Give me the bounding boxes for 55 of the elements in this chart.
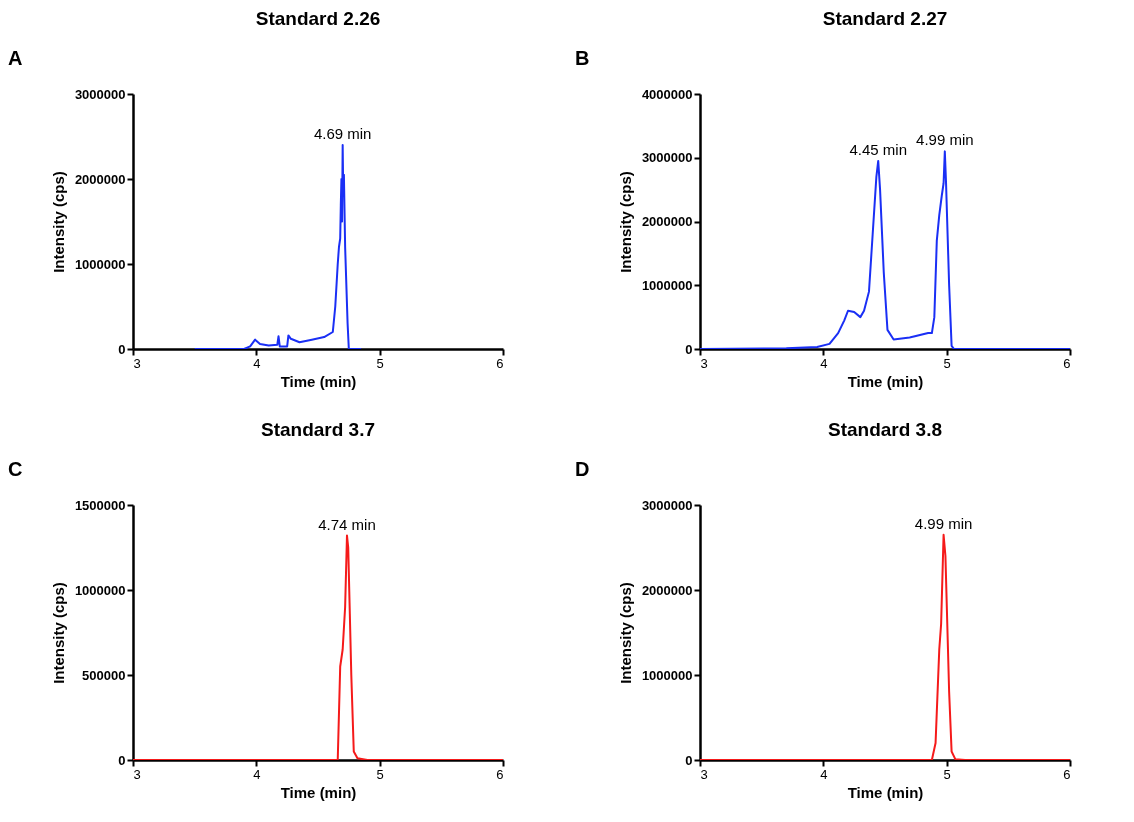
x-tick-label: 4 — [253, 355, 261, 371]
annotation: 4.74 min — [318, 515, 376, 533]
text: A — [8, 47, 23, 69]
x-tick-label: 4 — [253, 766, 261, 782]
y-axis-title: Intensity (cps) — [49, 171, 67, 273]
x-tick-label: 5 — [943, 766, 951, 782]
y-tick-label: 2000000 — [641, 582, 693, 598]
y-tick-label: 500000 — [82, 667, 126, 683]
annotation: 4.45 min — [849, 140, 907, 158]
x-tick-label: 5 — [376, 766, 384, 782]
chart-title: Standard 2.26 — [255, 8, 381, 29]
x-tick-label: 3 — [700, 355, 708, 371]
y-tick-label: 1000000 — [74, 256, 126, 272]
x-tick-label: 6 — [1063, 766, 1071, 782]
x-tick-label: 4 — [820, 355, 828, 371]
x-axis-title: Time (min) — [847, 783, 924, 801]
y-tick-label: 0 — [685, 341, 693, 357]
y-tick-label: 3000000 — [641, 150, 693, 166]
x-tick-label: 6 — [496, 766, 504, 782]
x-tick-label: 3 — [133, 355, 141, 371]
chart-title: Standard 2.27 — [822, 8, 948, 29]
x-tick-label: 4 — [820, 766, 828, 782]
y-tick-label: 1000000 — [74, 582, 126, 598]
y-tick-label: 0 — [118, 752, 126, 768]
x-tick-label: 5 — [943, 355, 951, 371]
y-tick-label: 0 — [685, 752, 693, 768]
x-tick-label: 6 — [496, 355, 504, 371]
x-axis-title: Time (min) — [847, 372, 924, 390]
y-tick-label: 1000000 — [641, 277, 693, 293]
y-tick-label: 1500000 — [74, 497, 126, 513]
x-axis-title: Time (min) — [280, 783, 357, 801]
annotation: 4.69 min — [313, 125, 372, 142]
chart-title: Standard 3.8 — [827, 419, 943, 440]
y-tick-label: 2000000 — [74, 171, 126, 187]
x-tick-label: 6 — [1063, 355, 1071, 371]
annotation: 4.99 min — [916, 131, 974, 149]
x-tick-label: 3 — [700, 766, 708, 782]
text: B — [575, 47, 590, 69]
line-series — [193, 144, 363, 349]
y-axis-title: Intensity (cps) — [49, 582, 67, 684]
x-tick-label: 3 — [133, 766, 141, 782]
y-tick-label: 4000000 — [641, 86, 693, 102]
text: C — [8, 458, 23, 480]
text: D — [575, 458, 590, 480]
y-tick-label: 3000000 — [641, 497, 693, 513]
y-tick-label: 2000000 — [641, 214, 693, 229]
x-axis-title: Time (min) — [280, 372, 357, 390]
x-tick-label: 5 — [376, 355, 384, 371]
chart-title: Standard 3.7 — [260, 419, 376, 440]
y-tick-label: 1000000 — [641, 667, 693, 683]
annotation: 4.99 min — [914, 514, 973, 532]
y-tick-label: 0 — [118, 341, 126, 357]
y-tick-label: 3000000 — [74, 86, 126, 102]
y-axis-title: Intensity (cps) — [616, 582, 634, 684]
y-axis-title: Intensity (cps) — [616, 171, 634, 273]
